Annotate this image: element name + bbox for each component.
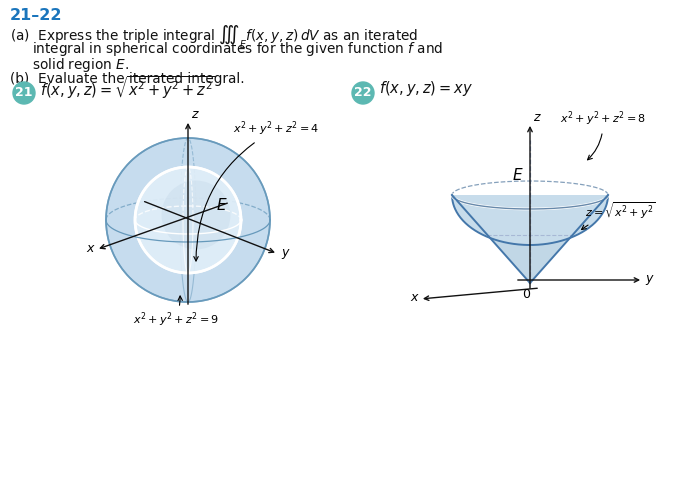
Text: $f(x, y, z) = \sqrt{x^2 + y^2 + z^2}$: $f(x, y, z) = \sqrt{x^2 + y^2 + z^2}$ (40, 74, 216, 101)
Text: $E$: $E$ (512, 167, 524, 183)
Text: (b)  Evaluate the iterated integral.: (b) Evaluate the iterated integral. (10, 72, 244, 86)
Circle shape (13, 82, 35, 104)
Text: 22: 22 (354, 86, 372, 99)
Text: solid region $E$.: solid region $E$. (32, 56, 130, 74)
Text: (a)  Express the triple integral $\iiint_E f(x, y, z)\, dV$ as an iterated: (a) Express the triple integral $\iiint_… (10, 24, 419, 51)
Circle shape (106, 138, 270, 302)
Circle shape (162, 181, 230, 249)
Text: $f(x, y, z) = xy$: $f(x, y, z) = xy$ (379, 79, 473, 98)
Text: $x$: $x$ (86, 242, 96, 255)
Circle shape (135, 167, 241, 273)
Polygon shape (452, 195, 608, 245)
Text: $y$: $y$ (645, 273, 654, 287)
Text: $z$: $z$ (191, 108, 200, 121)
Text: integral in spherical coordinates for the given function $f$ and: integral in spherical coordinates for th… (32, 40, 443, 58)
Text: 21: 21 (15, 86, 33, 99)
Text: $x^2 + y^2 + z^2 = 8$: $x^2 + y^2 + z^2 = 8$ (560, 110, 646, 160)
Text: $x^2 + y^2 + z^2 = 9$: $x^2 + y^2 + z^2 = 9$ (133, 296, 219, 329)
Text: $x^2 + y^2 + z^2 = 4$: $x^2 + y^2 + z^2 = 4$ (194, 120, 319, 261)
Text: $x$: $x$ (410, 291, 420, 304)
Text: $E$: $E$ (216, 197, 228, 213)
Text: $z$: $z$ (533, 111, 542, 124)
Text: $y$: $y$ (281, 247, 290, 261)
Text: 21–22: 21–22 (10, 8, 62, 23)
Circle shape (352, 82, 374, 104)
Text: $0$: $0$ (522, 288, 531, 301)
Text: $z = \sqrt{x^2 + y^2}$: $z = \sqrt{x^2 + y^2}$ (582, 200, 656, 229)
Polygon shape (452, 195, 608, 283)
